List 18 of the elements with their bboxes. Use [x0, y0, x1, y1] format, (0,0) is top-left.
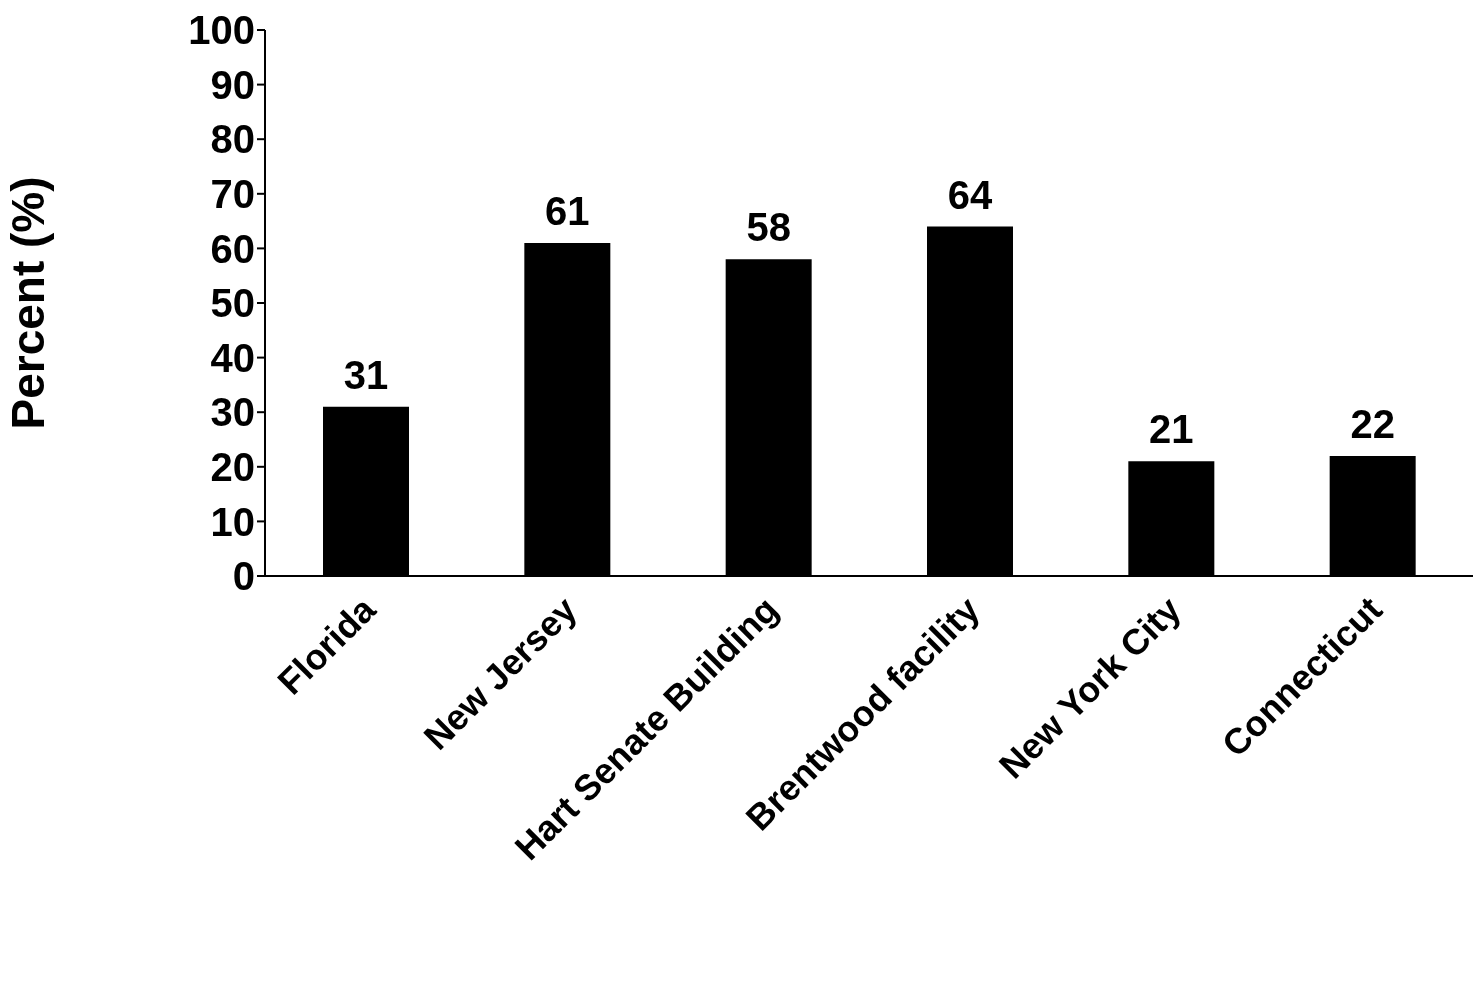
data-label: 22 [1350, 401, 1395, 446]
data-label: 31 [343, 352, 389, 397]
y-tick-label: 60 [210, 226, 255, 271]
y-tick-label: 40 [210, 335, 255, 380]
y-tick-label: 50 [210, 281, 255, 326]
data-label: 58 [746, 205, 791, 250]
y-tick-label: 90 [210, 62, 255, 107]
y-axis-title: Percent (%) [2, 176, 55, 430]
y-tick-label: 0 [232, 554, 255, 599]
y-tick-label: 80 [210, 117, 255, 162]
y-tick-label: 10 [210, 499, 255, 544]
data-label: 64 [947, 172, 993, 217]
y-tick-label: 100 [188, 8, 255, 53]
y-tick-label: 30 [210, 390, 255, 435]
data-label: 21 [1149, 407, 1194, 452]
data-label: 61 [545, 188, 590, 233]
y-tick-label: 20 [210, 445, 255, 489]
y-tick-label: 70 [210, 172, 255, 216]
